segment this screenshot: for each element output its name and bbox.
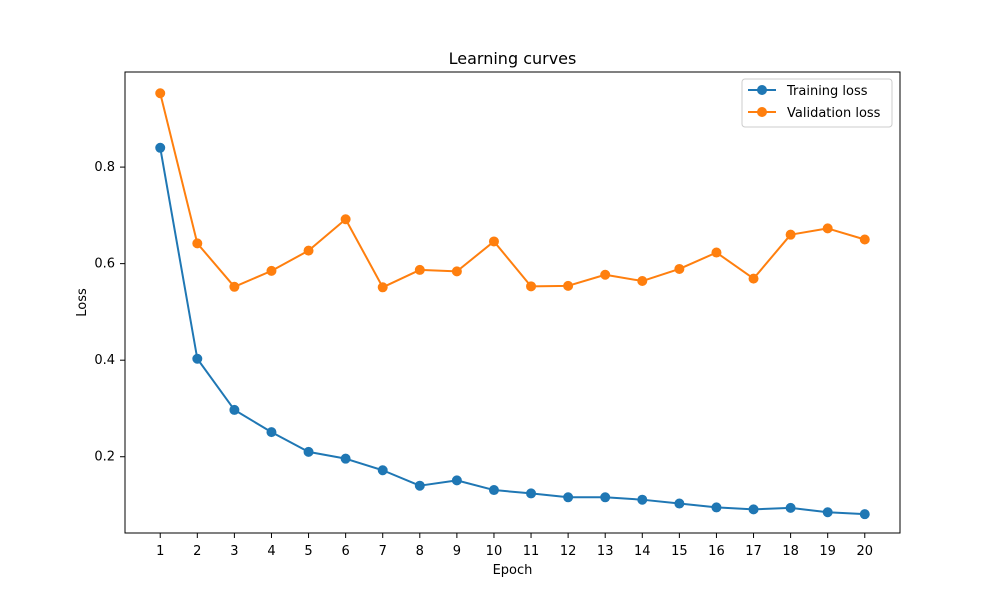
x-tick-label-15: 15 xyxy=(671,544,688,559)
data-point-validation-loss-epoch-10 xyxy=(488,236,499,247)
x-tick-label-2: 2 xyxy=(193,544,201,559)
data-point-training-loss-epoch-2 xyxy=(192,353,203,364)
x-tick-label-13: 13 xyxy=(597,544,614,559)
data-point-validation-loss-epoch-17 xyxy=(748,273,759,284)
data-point-training-loss-epoch-6 xyxy=(340,453,351,464)
x-tick-label-8: 8 xyxy=(416,544,424,559)
legend: Training loss Validation loss xyxy=(741,78,893,128)
series-layer xyxy=(155,88,870,520)
x-tick-label-19: 19 xyxy=(819,544,836,559)
y-tick-label-0-2: 0.2 xyxy=(94,450,115,465)
data-point-validation-loss-epoch-16 xyxy=(711,247,722,258)
data-point-validation-loss-epoch-4 xyxy=(266,265,277,276)
chart-title: Learning curves xyxy=(449,49,577,68)
data-point-training-loss-epoch-1 xyxy=(155,142,166,153)
plot-frame xyxy=(124,71,901,534)
data-point-validation-loss-epoch-9 xyxy=(451,266,462,277)
data-point-validation-loss-epoch-14 xyxy=(637,276,648,287)
data-point-training-loss-epoch-14 xyxy=(637,494,648,505)
x-tick-label-18: 18 xyxy=(782,544,799,559)
x-tick-label-9: 9 xyxy=(453,544,461,559)
data-point-training-loss-epoch-3 xyxy=(229,404,240,415)
data-point-training-loss-epoch-16 xyxy=(711,502,722,513)
data-point-validation-loss-epoch-18 xyxy=(785,229,796,240)
series-line-training-loss xyxy=(159,146,866,516)
y-tick-label-0-4: 0.4 xyxy=(94,353,115,368)
y-axis-label: Loss xyxy=(75,288,90,317)
data-point-validation-loss-epoch-13 xyxy=(600,269,611,280)
x-tick-label-7: 7 xyxy=(379,544,387,559)
x-tick-label-5: 5 xyxy=(304,544,312,559)
x-tick-label-6: 6 xyxy=(341,544,349,559)
x-axis-label: Epoch xyxy=(493,563,533,578)
y-tick-label-0-8: 0.8 xyxy=(94,160,115,175)
data-point-validation-loss-epoch-8 xyxy=(414,264,425,275)
x-axis: 1 2 3 4 5 6 7 8 9 10 11 12 13 14 15 16 17 18 19 20 xyxy=(156,533,873,559)
data-point-training-loss-epoch-19 xyxy=(822,507,833,518)
x-tick-label-10: 10 xyxy=(486,544,503,559)
data-point-training-loss-epoch-7 xyxy=(377,465,388,476)
x-tick-label-14: 14 xyxy=(634,544,651,559)
y-tick-label-0-6: 0.6 xyxy=(94,257,115,272)
data-point-training-loss-epoch-13 xyxy=(600,492,611,503)
data-point-validation-loss-epoch-5 xyxy=(303,245,314,256)
legend-marker-training-loss xyxy=(757,85,767,95)
series-line-validation-loss xyxy=(159,92,866,289)
data-point-validation-loss-epoch-12 xyxy=(563,280,574,291)
data-point-validation-loss-epoch-20 xyxy=(859,234,870,245)
x-tick-label-20: 20 xyxy=(856,544,873,559)
data-point-validation-loss-epoch-2 xyxy=(192,238,203,249)
data-point-training-loss-epoch-4 xyxy=(266,427,277,438)
y-axis: 0.2 0.4 0.6 0.8 xyxy=(94,160,125,465)
data-point-validation-loss-epoch-11 xyxy=(526,281,537,292)
data-point-training-loss-epoch-10 xyxy=(488,485,499,496)
data-point-training-loss-epoch-11 xyxy=(526,488,537,499)
data-point-training-loss-epoch-20 xyxy=(859,509,870,520)
data-point-training-loss-epoch-8 xyxy=(414,480,425,491)
plot-area xyxy=(125,72,900,533)
data-point-training-loss-epoch-5 xyxy=(303,446,314,457)
data-point-training-loss-epoch-15 xyxy=(674,498,685,509)
x-tick-label-3: 3 xyxy=(230,544,238,559)
data-point-training-loss-epoch-12 xyxy=(563,492,574,503)
x-tick-label-4: 4 xyxy=(267,544,275,559)
data-point-validation-loss-epoch-3 xyxy=(229,281,240,292)
x-tick-label-17: 17 xyxy=(745,544,762,559)
data-point-training-loss-epoch-17 xyxy=(748,504,759,515)
data-point-validation-loss-epoch-19 xyxy=(822,223,833,234)
x-tick-label-12: 12 xyxy=(560,544,577,559)
data-point-validation-loss-epoch-1 xyxy=(155,88,166,99)
legend-marker-validation-loss xyxy=(757,107,767,117)
data-point-validation-loss-epoch-7 xyxy=(377,282,388,293)
legend-label-validation-loss: Validation loss xyxy=(787,106,881,121)
data-point-training-loss-epoch-9 xyxy=(451,475,462,486)
data-point-training-loss-epoch-18 xyxy=(785,502,796,513)
legend-box xyxy=(741,78,893,128)
x-tick-label-11: 11 xyxy=(523,544,540,559)
data-point-validation-loss-epoch-15 xyxy=(674,263,685,274)
data-point-validation-loss-epoch-6 xyxy=(340,214,351,225)
legend-label-training-loss: Training loss xyxy=(786,84,868,99)
x-tick-label-1: 1 xyxy=(156,544,164,559)
x-tick-label-16: 16 xyxy=(708,544,725,559)
